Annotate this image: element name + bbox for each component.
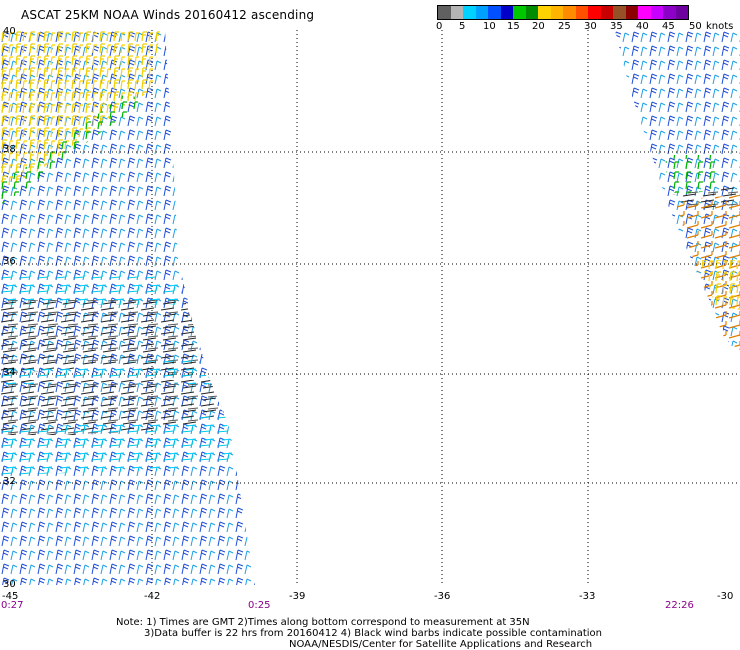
legend-swatch-14 xyxy=(613,6,626,19)
wind-speed-color-scale xyxy=(437,5,689,20)
time-label-right: 22:26 xyxy=(665,600,694,611)
wind-barb-map xyxy=(0,30,740,585)
lon-label-minus36: -36 xyxy=(434,591,451,602)
legend-label-knots: knots xyxy=(706,21,734,32)
lat-label-32: 32 xyxy=(3,476,16,487)
legend-label-20: 20 xyxy=(532,21,545,32)
lon-label-minus42: -42 xyxy=(144,591,161,602)
legend-swatch-18 xyxy=(663,6,676,19)
legend-label-50: 50 xyxy=(689,21,702,32)
legend-swatch-13 xyxy=(600,6,613,19)
map-title: ASCAT 25KM NOAA Winds 20160412 ascending xyxy=(21,8,315,22)
legend-swatch-16 xyxy=(638,6,651,19)
lon-label-minus39: -39 xyxy=(289,591,306,602)
legend-label-35: 35 xyxy=(610,21,623,32)
lat-label-30: 30 xyxy=(3,579,16,590)
footnote-line-2: 3)Data buffer is 22 hrs from 20160412 4)… xyxy=(144,628,602,639)
right-swath xyxy=(615,30,740,350)
legend-swatch-9 xyxy=(550,6,563,19)
time-label-left: 0:27 xyxy=(1,600,24,611)
footnote-line-1: Note: 1) Times are GMT 2)Times along bot… xyxy=(116,617,530,628)
time-label-middle: 0:25 xyxy=(248,600,271,611)
legend-swatch-3 xyxy=(475,6,488,19)
legend-labels: 0 5 10 15 20 25 30 35 40 45 50 knots xyxy=(430,21,740,33)
legend-swatch-12 xyxy=(588,6,601,19)
legend-label-15: 15 xyxy=(507,21,520,32)
left-swath xyxy=(0,30,255,585)
lat-label-36: 36 xyxy=(3,256,16,267)
legend-swatch-7 xyxy=(525,6,538,19)
legend-swatch-4 xyxy=(488,6,501,19)
legend-label-40: 40 xyxy=(636,21,649,32)
lon-label-minus30: -30 xyxy=(717,591,734,602)
legend-label-45: 45 xyxy=(662,21,675,32)
legend-swatch-19 xyxy=(675,6,688,19)
longitude-gridlines xyxy=(151,30,589,585)
legend-label-0: 0 xyxy=(436,21,443,32)
legend-label-25: 25 xyxy=(558,21,571,32)
legend-swatch-10 xyxy=(563,6,576,19)
legend-swatch-5 xyxy=(500,6,513,19)
legend-label-30: 30 xyxy=(584,21,597,32)
footnote-line-3: NOAA/NESDIS/Center for Satellite Applica… xyxy=(289,639,593,650)
legend-swatch-1 xyxy=(450,6,463,19)
lon-label-minus33: -33 xyxy=(579,591,596,602)
legend-swatch-17 xyxy=(650,6,663,19)
legend-swatch-6 xyxy=(513,6,526,19)
legend-label-10: 10 xyxy=(483,21,496,32)
legend-swatch-0 xyxy=(438,6,451,19)
lat-label-38: 38 xyxy=(3,144,16,155)
latitude-gridlines xyxy=(0,151,740,484)
legend-swatch-2 xyxy=(463,6,476,19)
lon-label-minus45: -45 xyxy=(2,591,19,602)
legend-label-5: 5 xyxy=(459,21,466,32)
lat-label-34: 34 xyxy=(3,367,16,378)
lat-label-40: 40 xyxy=(3,26,16,37)
legend-swatch-11 xyxy=(575,6,588,19)
legend-swatch-8 xyxy=(538,6,551,19)
legend-swatch-15 xyxy=(625,6,638,19)
